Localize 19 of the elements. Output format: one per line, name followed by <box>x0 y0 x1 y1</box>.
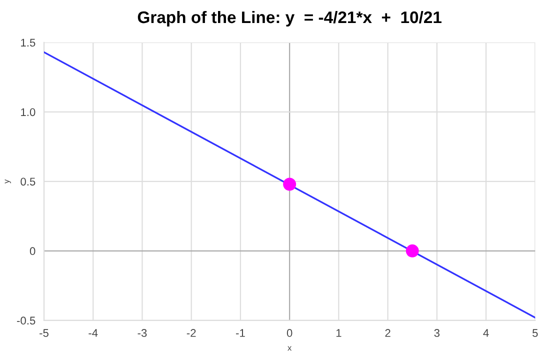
x-tick-label: 1 <box>336 329 342 337</box>
y-tick-label: 1.5 <box>21 38 36 47</box>
chart-title: Graph of the Line: y = -4/21*x + 10/21 <box>138 10 442 26</box>
y-tick-label: 1.0 <box>21 108 36 116</box>
x-axis-title: x <box>288 346 292 351</box>
x-tick-label: -3 <box>138 329 147 337</box>
x-tick-label: 2 <box>385 329 390 337</box>
y-tick-label: 0 <box>30 247 36 256</box>
x-tick-label: -1 <box>236 329 245 337</box>
y-tick-label: 0.5 <box>20 178 36 186</box>
x-tick-label: -4 <box>88 329 98 337</box>
x-tick-label: -5 <box>40 329 48 337</box>
x-tick-label: 4 <box>483 329 489 337</box>
x-tick-label: 5 <box>532 329 538 337</box>
x-tick-label: 0 <box>286 329 292 337</box>
y-axis-title: y <box>4 179 11 184</box>
x-tick-label: -2 <box>186 329 196 337</box>
x-tick-label: 3 <box>434 329 440 337</box>
y-tick-label: -0.5 <box>17 316 36 325</box>
